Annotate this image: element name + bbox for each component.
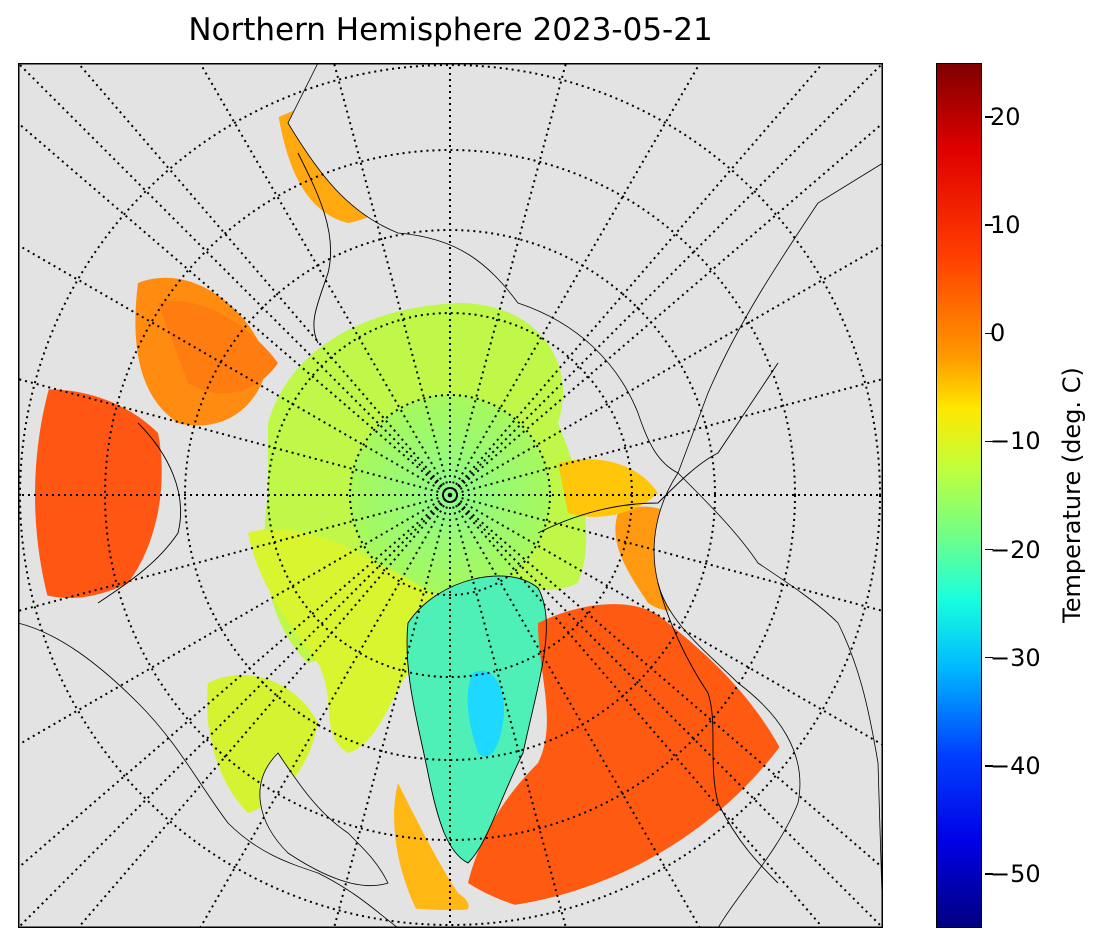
siberia-land [287, 62, 884, 474]
colorbar-tick-label: −20 [990, 535, 1041, 564]
colorbar-tick [985, 224, 993, 226]
parallel-80 [349, 394, 551, 596]
colorbar-tick-label: 10 [990, 211, 1021, 240]
meridian [18, 494, 451, 612]
map-frame [18, 63, 883, 928]
colorbar-tick-label: −40 [990, 751, 1041, 780]
colorbar-tick-label: −30 [990, 643, 1041, 672]
colorbar-tick [985, 116, 993, 118]
temperature-field [35, 99, 790, 910]
meridian [449, 63, 567, 496]
greenland-coast [406, 575, 547, 864]
greenland-core [467, 670, 504, 757]
meridian [449, 378, 883, 496]
colorbar-label: Temperature (deg. C) [1058, 367, 1086, 623]
canada-interior [259, 752, 389, 887]
north-pacific-region [35, 389, 162, 598]
colorbar [936, 63, 982, 928]
meridian [18, 494, 451, 869]
colorbar-tick [985, 765, 993, 767]
norway-coast [657, 582, 779, 884]
polar-map [17, 62, 884, 929]
alaska-coast [97, 422, 182, 604]
meridian [18, 378, 451, 496]
coastlines [97, 152, 779, 884]
colorbar-tick-label: 20 [990, 103, 1021, 132]
colorbar-tick [985, 873, 993, 875]
meridian [77, 63, 451, 496]
russia-coast [537, 362, 779, 534]
map-title: Northern Hemisphere 2023-05-21 [188, 12, 713, 48]
meridian [449, 494, 883, 612]
colorbar-tick [985, 656, 993, 659]
kamchatka-coast [297, 152, 332, 344]
meridian [18, 494, 451, 746]
land-no-data [17, 62, 884, 929]
meridian [449, 63, 701, 496]
barents-region [558, 459, 658, 517]
meridian [449, 494, 883, 928]
labrador-region [394, 783, 469, 910]
meridian [333, 494, 451, 928]
meridian [449, 63, 824, 496]
meridian [449, 494, 567, 928]
north-america-land [17, 622, 400, 929]
colorbar-tick-label: 0 [990, 319, 1006, 348]
polar-map-svg [17, 62, 884, 929]
alaska-region [158, 301, 278, 394]
meridian [199, 63, 451, 496]
colorbar-tick [985, 548, 993, 551]
meridian [449, 122, 883, 496]
europe-land [653, 472, 884, 929]
colorbar-tick [985, 440, 993, 443]
meridian [18, 122, 451, 496]
meridian [333, 63, 451, 496]
colorbar-tick [985, 332, 993, 335]
meridian [77, 494, 451, 928]
meridian [18, 244, 451, 496]
colorbar-tick-label: −50 [990, 859, 1041, 888]
parallel-40 [19, 64, 881, 926]
graticule [18, 63, 883, 928]
parallel-50 [104, 149, 796, 841]
colorbar-tick-label: −10 [990, 427, 1041, 456]
